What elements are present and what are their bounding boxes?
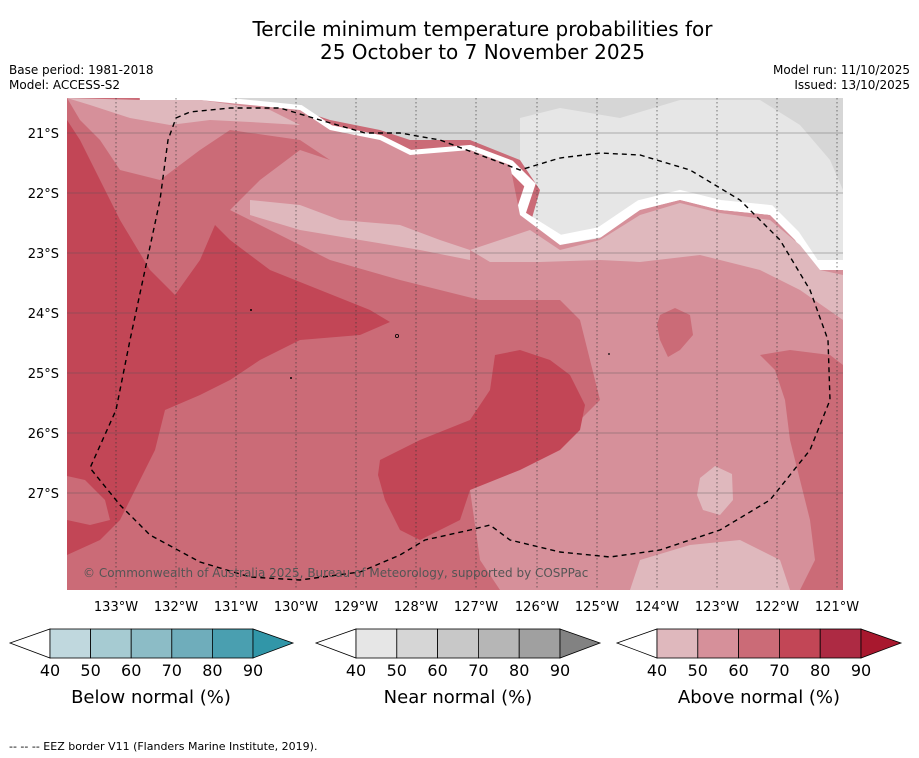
colorbar-tick: 50 [688, 661, 708, 680]
lat-label: 27°S [28, 487, 59, 502]
colorbar-tick: 60 [427, 661, 447, 680]
lat-label: 24°S [28, 307, 59, 322]
region-above-60-east [760, 350, 843, 590]
colorbar-above-segment [656, 628, 699, 659]
lon-label: 125°W [575, 600, 619, 615]
colorbar-below-segment [90, 628, 132, 659]
colorbar-tick: 50 [387, 661, 407, 680]
lat-label: 26°S [28, 427, 59, 442]
colorbar-near-segment [437, 628, 479, 659]
colorbar-above-min-arrow [615, 628, 658, 659]
colorbar-tick: 90 [243, 661, 263, 680]
colorbar-tick: 90 [550, 661, 570, 680]
island-marker-2 [290, 377, 292, 379]
lon-label: 130°W [274, 600, 318, 615]
region-above-40-spot [697, 466, 733, 515]
colorbar-tick: 80 [202, 661, 222, 680]
lon-label: 131°W [214, 600, 258, 615]
region-above-40-band [250, 200, 470, 260]
lon-label: 127°W [454, 600, 498, 615]
colorbar-tick: 80 [509, 661, 529, 680]
eez-footnote: -- -- -- EEZ border V11 (Flanders Marine… [9, 740, 318, 753]
title-line-2: 25 October to 7 November 2025 [319, 40, 646, 64]
lat-label: 21°S [28, 127, 59, 142]
colorbar-below-segment [49, 628, 91, 659]
colorbar-caption: Above normal (%) [678, 687, 840, 708]
longitude-labels: 133°W 132°W 131°W 130°W 129°W 128°W 127°… [94, 600, 859, 615]
colorbar-below-max-arrow [252, 628, 295, 659]
colorbar-below-segment [211, 628, 254, 659]
colorbar-below-normal: 40 50 60 70 80 90 Below normal (%) [8, 628, 295, 708]
colorbar-above-normal: 40 50 60 70 80 90 Above normal (%) [615, 628, 903, 708]
model-name: Model: ACCESS-S2 [9, 78, 121, 92]
lon-label: 121°W [815, 600, 859, 615]
title-line-1: Tercile minimum temperature probabilitie… [252, 17, 713, 41]
island-marker-3 [394, 333, 399, 338]
region-above-60-sw [67, 476, 110, 525]
base-period: Base period: 1981-2018 [9, 63, 154, 77]
colorbar-tick: 50 [80, 661, 100, 680]
eez-border [89, 107, 831, 581]
lon-label: 123°W [695, 600, 739, 615]
lon-label: 124°W [635, 600, 679, 615]
colorbar-tick: 60 [121, 661, 141, 680]
latitude-labels: 21°S 22°S 23°S 24°S 25°S 26°S 27°S [28, 127, 59, 502]
colorbar-near-min-arrow [314, 628, 357, 659]
colorbar-above-segment [697, 628, 739, 659]
colorbar-tick: 80 [810, 661, 830, 680]
colorbar-near-normal: 40 50 60 70 80 90 Near normal (%) [314, 628, 602, 708]
colorbar-tick: 70 [162, 661, 182, 680]
colorbar-above-segment [779, 628, 821, 659]
copyright-notice: © Commonwealth of Australia 2025, Bureau… [83, 566, 588, 580]
colorbar-tick: 70 [769, 661, 789, 680]
region-above-60-patch [657, 308, 693, 357]
colorbar-near-max-arrow [559, 628, 602, 659]
region-above-40-east [470, 203, 843, 320]
lon-label: 128°W [394, 600, 438, 615]
colorbar-caption: Below normal (%) [71, 687, 231, 708]
colorbar-above-segment [819, 628, 862, 659]
region-above-70-west [67, 120, 390, 555]
latitude-gridlines [67, 132, 843, 494]
meta-right: Model run: 11/10/2025 Issued: 13/10/2025 [773, 63, 910, 93]
lat-label: 23°S [28, 247, 59, 262]
island-marker-1 [250, 309, 252, 311]
issued-date: Issued: 13/10/2025 [794, 78, 910, 92]
colorbar-above-max-arrow [860, 628, 903, 659]
probability-map [67, 98, 843, 590]
lon-label: 122°W [755, 600, 799, 615]
region-above-40-top [67, 98, 300, 125]
colorbar-caption: Near normal (%) [384, 687, 533, 708]
lon-label: 129°W [334, 600, 378, 615]
colorbar-tick: 90 [851, 661, 871, 680]
colorbar-tick: 70 [468, 661, 488, 680]
colorbar-near-segment [396, 628, 438, 659]
colorbar-below-segment [171, 628, 213, 659]
region-above-70-center [378, 350, 585, 540]
lon-label: 126°W [515, 600, 559, 615]
lon-label: 132°W [154, 600, 198, 615]
colorbar-near-segment [518, 628, 561, 659]
colorbar-above-segment [738, 628, 780, 659]
lat-label: 22°S [28, 187, 59, 202]
colorbar-tick: 40 [647, 661, 667, 680]
island-marker-4 [608, 353, 610, 355]
lon-label: 133°W [94, 600, 138, 615]
meta-left: Base period: 1981-2018 Model: ACCESS-S2 [9, 63, 154, 93]
colorbar-near-segment [355, 628, 398, 659]
colorbar-below-min-arrow [8, 628, 51, 659]
colorbar-near-segment [477, 628, 520, 659]
colorbar-tick: 60 [728, 661, 748, 680]
colorbar-tick: 40 [346, 661, 366, 680]
lat-label: 25°S [28, 367, 59, 382]
map-title: Tercile minimum temperature probabilitie… [0, 18, 919, 64]
colorbar-below-segment [130, 628, 173, 659]
region-above-40-south [630, 540, 790, 590]
colorbar-tick: 40 [40, 661, 60, 680]
model-run: Model run: 11/10/2025 [772, 63, 910, 77]
